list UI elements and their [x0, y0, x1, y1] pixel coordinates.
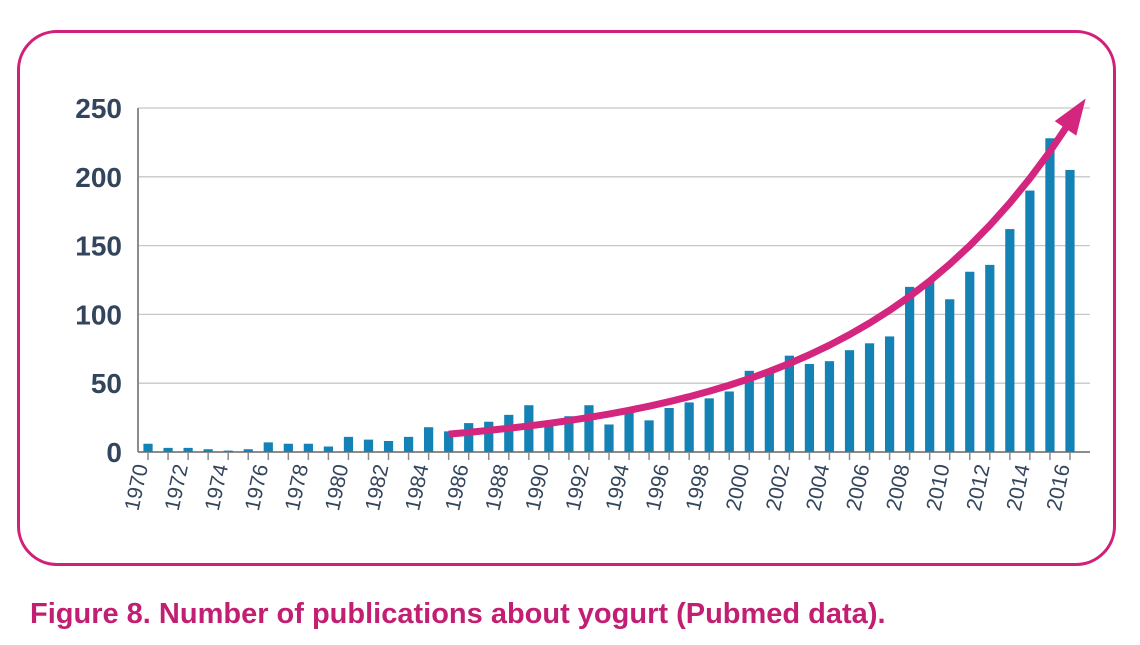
- svg-text:2014: 2014: [1003, 462, 1035, 513]
- svg-text:1972: 1972: [161, 462, 193, 512]
- svg-text:1982: 1982: [361, 462, 393, 512]
- svg-text:1986: 1986: [441, 462, 473, 512]
- svg-text:2002: 2002: [762, 462, 794, 512]
- svg-text:2004: 2004: [802, 462, 834, 513]
- svg-text:1990: 1990: [522, 462, 554, 512]
- svg-text:1980: 1980: [321, 462, 353, 512]
- svg-text:2000: 2000: [722, 462, 754, 512]
- svg-text:1992: 1992: [562, 462, 594, 512]
- svg-text:1988: 1988: [481, 462, 513, 512]
- svg-text:2006: 2006: [842, 462, 874, 512]
- svg-text:1996: 1996: [642, 462, 674, 512]
- svg-text:150: 150: [75, 231, 122, 262]
- svg-text:200: 200: [75, 162, 122, 193]
- svg-text:1978: 1978: [281, 462, 313, 512]
- svg-text:250: 250: [75, 93, 122, 124]
- svg-text:1998: 1998: [682, 462, 714, 512]
- svg-text:2010: 2010: [922, 462, 954, 512]
- svg-text:1974: 1974: [201, 462, 233, 513]
- svg-text:1984: 1984: [401, 462, 433, 513]
- svg-text:1976: 1976: [241, 462, 273, 512]
- svg-text:50: 50: [91, 368, 122, 399]
- svg-text:2016: 2016: [1043, 462, 1075, 512]
- svg-text:2012: 2012: [962, 462, 994, 512]
- svg-text:1994: 1994: [602, 462, 634, 513]
- svg-text:0: 0: [106, 437, 122, 468]
- svg-text:1970: 1970: [121, 462, 153, 512]
- svg-text:2008: 2008: [882, 462, 914, 512]
- svg-text:100: 100: [75, 299, 122, 330]
